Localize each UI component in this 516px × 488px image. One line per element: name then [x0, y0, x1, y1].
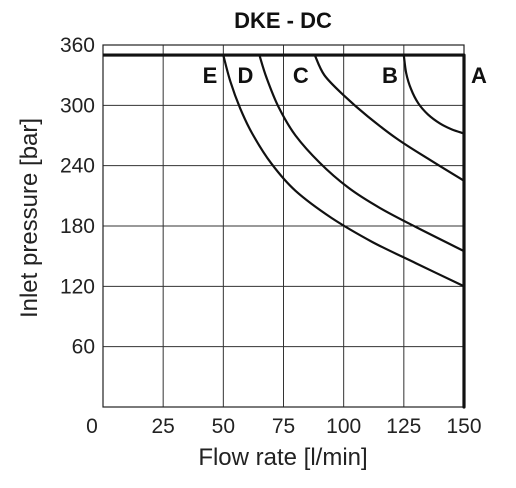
x-tick-75: 75 — [272, 415, 295, 438]
x-tick-100: 100 — [326, 415, 361, 438]
curve-c — [313, 54, 466, 182]
y-tick-labels: 60 120 180 240 300 360 — [60, 34, 95, 359]
curve-label-e: E — [203, 63, 218, 88]
curve-label-a: A — [471, 63, 487, 88]
x-tick-125: 125 — [386, 415, 421, 438]
y-tick-240: 240 — [60, 155, 95, 178]
curve-e — [222, 54, 466, 288]
x-tick-50: 50 — [212, 415, 235, 438]
y-tick-180: 180 — [60, 215, 95, 238]
curve-b — [402, 54, 466, 135]
y-tick-360: 360 — [60, 34, 95, 57]
x-tick-150: 150 — [446, 415, 481, 438]
curve-d — [258, 54, 466, 253]
y-tick-60: 60 — [72, 336, 95, 359]
y-tick-300: 300 — [60, 94, 95, 117]
chart-title: DKE - DC — [234, 8, 332, 33]
curves — [103, 53, 466, 409]
x-tick-25: 25 — [151, 415, 174, 438]
curve-label-c: C — [293, 63, 309, 88]
curve-label-b: B — [382, 63, 398, 88]
x-tick-0: 0 — [86, 415, 98, 438]
y-axis-label: Inlet pressure [bar] — [16, 118, 43, 318]
curve-label-d: D — [238, 63, 254, 88]
grid-lines — [102, 44, 465, 407]
x-axis-label: Flow rate [l/min] — [198, 444, 367, 471]
x-tick-labels: 0 25 50 75 100 125 150 — [86, 415, 481, 438]
y-tick-120: 120 — [60, 275, 95, 298]
